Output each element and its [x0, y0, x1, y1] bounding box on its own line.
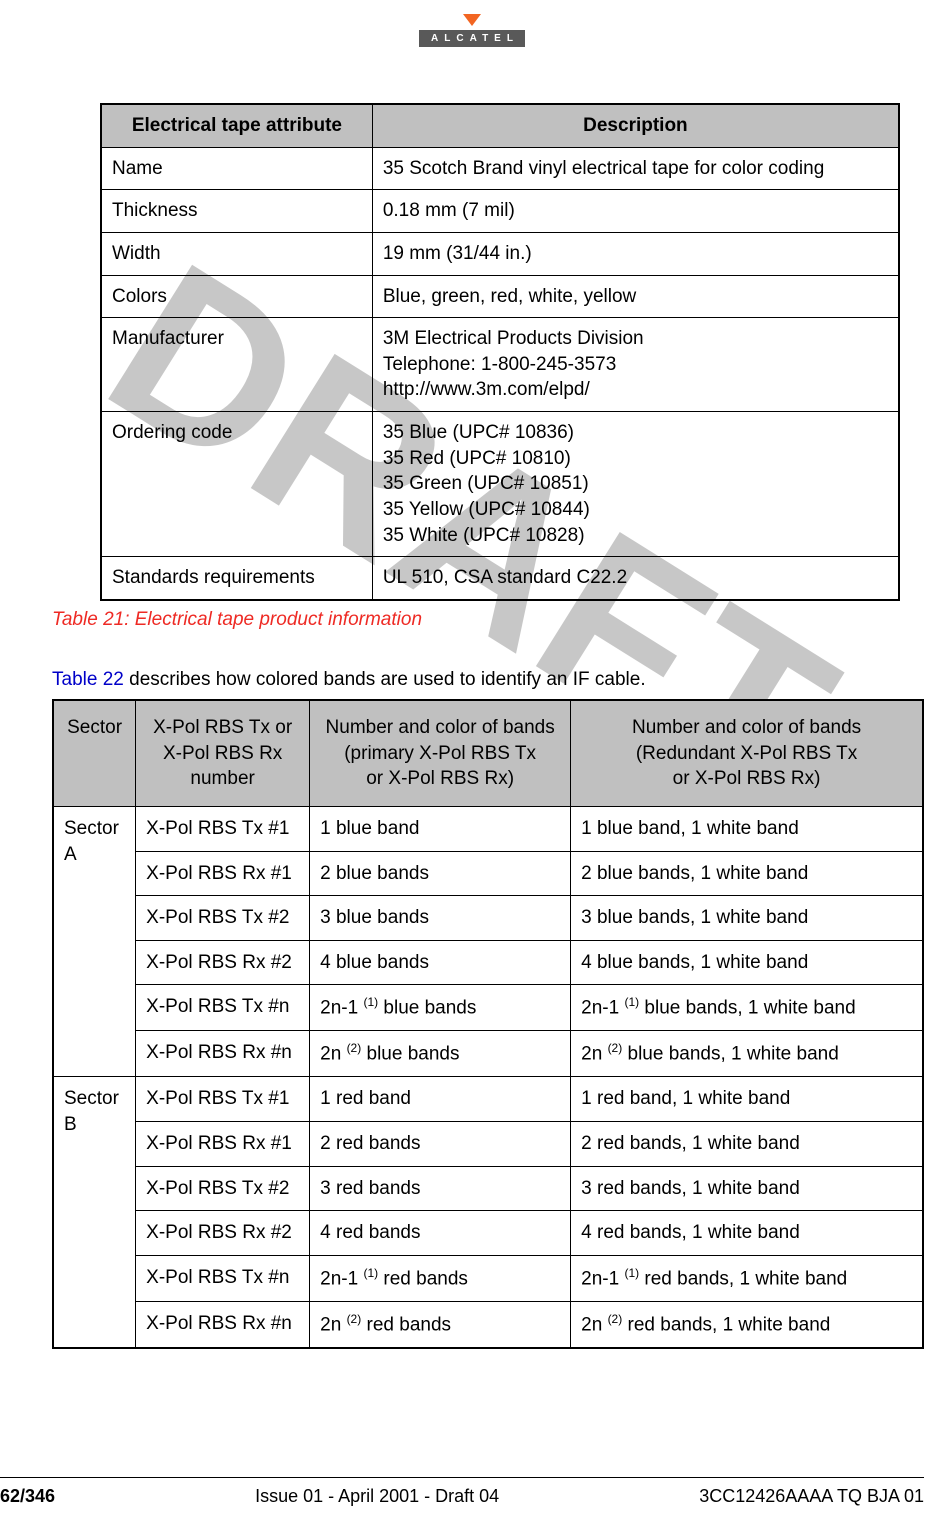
table-row: X-Pol RBS Rx #12 red bands2 red bands, 1… — [53, 1122, 923, 1167]
table-row: X-Pol RBS Rx #n2n (2) blue bands2n (2) b… — [53, 1031, 923, 1077]
redundant-bands-cell: 2n-1 (1) red bands, 1 white band — [571, 1255, 923, 1301]
t2-body: Sector AX-Pol RBS Tx #11 blue band1 blue… — [53, 806, 923, 1348]
t1-desc-cell: 0.18 mm (7 mil) — [372, 190, 899, 233]
primary-bands-cell: 2n-1 (1) blue bands — [310, 985, 571, 1031]
rbs-number-cell: X-Pol RBS Tx #2 — [136, 896, 310, 941]
redundant-bands-cell: 1 blue band, 1 white band — [571, 806, 923, 851]
sector-cell: Sector A — [53, 806, 136, 1077]
t1-attr-cell: Width — [101, 232, 372, 275]
redundant-bands-cell: 4 blue bands, 1 white band — [571, 940, 923, 985]
rbs-number-cell: X-Pol RBS Rx #n — [136, 1031, 310, 1077]
t1-attr-cell: Name — [101, 147, 372, 190]
table-row: X-Pol RBS Rx #n2n (2) red bands2n (2) re… — [53, 1301, 923, 1347]
t1-attr-cell: Ordering code — [101, 412, 372, 557]
primary-bands-cell: 2n-1 (1) red bands — [310, 1255, 571, 1301]
t2-h2: X-Pol RBS Tx or X-Pol RBS Rx number — [136, 700, 310, 806]
table-row: Sector BX-Pol RBS Tx #11 red band1 red b… — [53, 1077, 923, 1122]
table-row: X-Pol RBS Tx #23 red bands3 red bands, 1… — [53, 1166, 923, 1211]
primary-bands-cell: 2n (2) red bands — [310, 1301, 571, 1347]
table-row: Standards requirementsUL 510, CSA standa… — [101, 557, 899, 600]
t1-desc-cell: UL 510, CSA standard C22.2 — [372, 557, 899, 600]
t1-desc-cell: 35 Scotch Brand vinyl electrical tape fo… — [372, 147, 899, 190]
table-row: Width19 mm (31/44 in.) — [101, 232, 899, 275]
electrical-tape-table: Electrical tape attribute Description Na… — [100, 103, 900, 601]
t1-desc-cell: 3M Electrical Products Division Telephon… — [372, 318, 899, 412]
table-row: Manufacturer3M Electrical Products Divis… — [101, 318, 899, 412]
t1-desc-cell: 19 mm (31/44 in.) — [372, 232, 899, 275]
t1-header-attr: Electrical tape attribute — [101, 104, 372, 147]
sector-cell: Sector B — [53, 1077, 136, 1348]
logo-text: ALCATEL — [419, 30, 525, 47]
redundant-bands-cell: 1 red band, 1 white band — [571, 1077, 923, 1122]
redundant-bands-cell: 2n-1 (1) blue bands, 1 white band — [571, 985, 923, 1031]
primary-bands-cell: 4 red bands — [310, 1211, 571, 1256]
redundant-bands-cell: 2 blue bands, 1 white band — [571, 851, 923, 896]
t1-attr-cell: Thickness — [101, 190, 372, 233]
table-row: X-Pol RBS Tx #23 blue bands3 blue bands,… — [53, 896, 923, 941]
table22-reference: Table 22 — [52, 669, 124, 690]
t2-h4: Number and color of bands (Redundant X-P… — [571, 700, 923, 806]
page: ALCATEL DRAFT Electrical tape attribute … — [0, 0, 944, 1527]
table-row: Ordering code35 Blue (UPC# 10836) 35 Red… — [101, 412, 899, 557]
table-row: ColorsBlue, green, red, white, yellow — [101, 275, 899, 318]
t2-h3: Number and color of bands (primary X-Pol… — [310, 700, 571, 806]
brand-logo: ALCATEL — [0, 14, 944, 47]
table-row: Sector AX-Pol RBS Tx #11 blue band1 blue… — [53, 806, 923, 851]
t1-header-desc: Description — [372, 104, 899, 147]
rbs-number-cell: X-Pol RBS Tx #1 — [136, 806, 310, 851]
t1-attr-cell: Standards requirements — [101, 557, 372, 600]
table-row: X-Pol RBS Tx #n2n-1 (1) red bands2n-1 (1… — [53, 1255, 923, 1301]
t1-attr-cell: Colors — [101, 275, 372, 318]
rbs-number-cell: X-Pol RBS Rx #1 — [136, 851, 310, 896]
redundant-bands-cell: 3 blue bands, 1 white band — [571, 896, 923, 941]
t1-desc-cell: Blue, green, red, white, yellow — [372, 275, 899, 318]
table-row: Name35 Scotch Brand vinyl electrical tap… — [101, 147, 899, 190]
t1-attr-cell: Manufacturer — [101, 318, 372, 412]
primary-bands-cell: 4 blue bands — [310, 940, 571, 985]
page-footer: 62/346 Issue 01 - April 2001 - Draft 04 … — [0, 1477, 924, 1507]
primary-bands-cell: 2 red bands — [310, 1122, 571, 1167]
table2-intro: Table 22 describes how colored bands are… — [52, 669, 924, 691]
t1-desc-cell: 35 Blue (UPC# 10836) 35 Red (UPC# 10810)… — [372, 412, 899, 557]
table-row: Thickness0.18 mm (7 mil) — [101, 190, 899, 233]
t1-body: Name35 Scotch Brand vinyl electrical tap… — [101, 147, 899, 600]
rbs-number-cell: X-Pol RBS Rx #1 — [136, 1122, 310, 1167]
table1-caption: Table 21: Electrical tape product inform… — [52, 609, 924, 631]
primary-bands-cell: 3 blue bands — [310, 896, 571, 941]
rbs-number-cell: X-Pol RBS Tx #n — [136, 985, 310, 1031]
footer-doc-id: 3CC12426AAAA TQ BJA 01 — [699, 1486, 924, 1507]
footer-issue: Issue 01 - April 2001 - Draft 04 — [255, 1486, 499, 1507]
rbs-number-cell: X-Pol RBS Rx #2 — [136, 940, 310, 985]
redundant-bands-cell: 4 red bands, 1 white band — [571, 1211, 923, 1256]
table-row: X-Pol RBS Rx #24 blue bands4 blue bands,… — [53, 940, 923, 985]
table-row: X-Pol RBS Rx #24 red bands4 red bands, 1… — [53, 1211, 923, 1256]
table-row: X-Pol RBS Tx #n2n-1 (1) blue bands2n-1 (… — [53, 985, 923, 1031]
redundant-bands-cell: 2 red bands, 1 white band — [571, 1122, 923, 1167]
intro2-rest: describes how colored bands are used to … — [124, 669, 646, 690]
table-row: X-Pol RBS Rx #12 blue bands2 blue bands,… — [53, 851, 923, 896]
redundant-bands-cell: 2n (2) blue bands, 1 white band — [571, 1031, 923, 1077]
logo-triangle-icon — [463, 14, 481, 26]
redundant-bands-cell: 3 red bands, 1 white band — [571, 1166, 923, 1211]
page-content: Electrical tape attribute Description Na… — [52, 103, 924, 1349]
t2-h1: Sector — [53, 700, 136, 806]
rbs-number-cell: X-Pol RBS Tx #n — [136, 1255, 310, 1301]
primary-bands-cell: 1 red band — [310, 1077, 571, 1122]
primary-bands-cell: 2 blue bands — [310, 851, 571, 896]
primary-bands-cell: 2n (2) blue bands — [310, 1031, 571, 1077]
redundant-bands-cell: 2n (2) red bands, 1 white band — [571, 1301, 923, 1347]
primary-bands-cell: 3 red bands — [310, 1166, 571, 1211]
rbs-number-cell: X-Pol RBS Rx #2 — [136, 1211, 310, 1256]
rbs-number-cell: X-Pol RBS Tx #2 — [136, 1166, 310, 1211]
rbs-number-cell: X-Pol RBS Tx #1 — [136, 1077, 310, 1122]
primary-bands-cell: 1 blue band — [310, 806, 571, 851]
footer-page-number: 62/346 — [0, 1486, 55, 1507]
rbs-number-cell: X-Pol RBS Rx #n — [136, 1301, 310, 1347]
color-bands-table: Sector X-Pol RBS Tx or X-Pol RBS Rx numb… — [52, 699, 924, 1349]
